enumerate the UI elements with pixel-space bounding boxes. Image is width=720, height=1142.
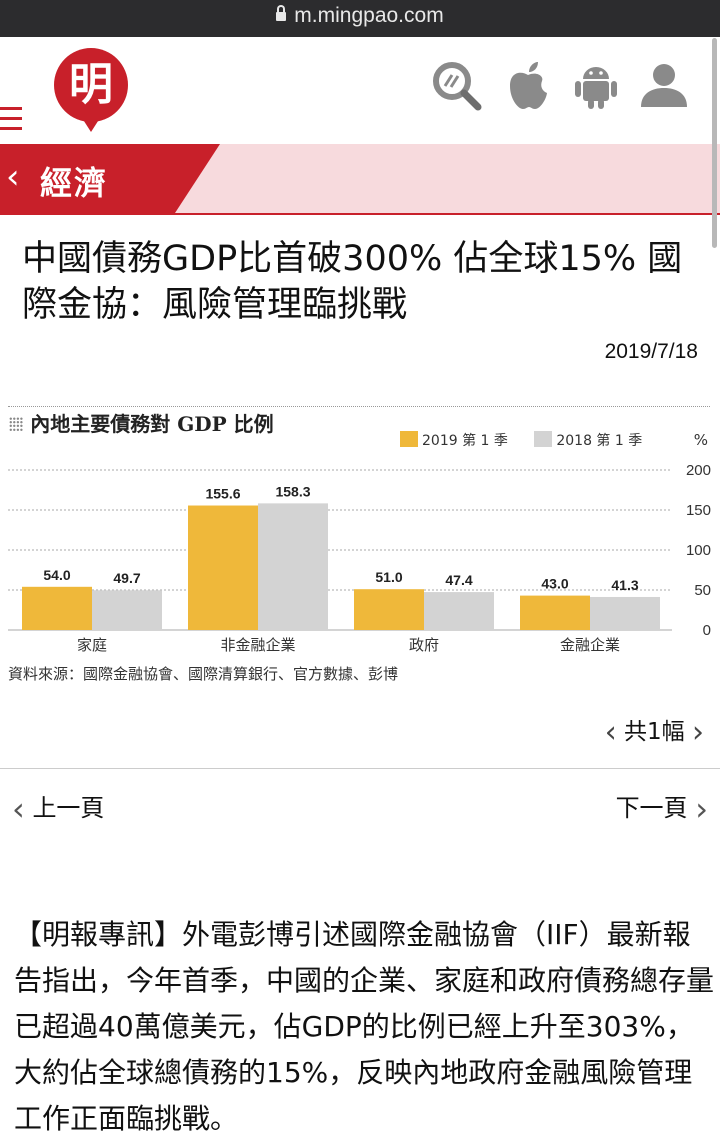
hamburger-menu-icon[interactable] bbox=[0, 107, 22, 137]
x-tick-label: 家庭 bbox=[77, 636, 107, 654]
chevron-right-icon: › bbox=[695, 790, 708, 828]
bar bbox=[188, 505, 258, 630]
chart-plot: 200 150 100 50 0 54.0 49.7 家庭 155.6 158.3 非金融企業 51.… bbox=[8, 462, 711, 654]
x-tick-label: 金融企業 bbox=[560, 636, 620, 654]
bar bbox=[258, 503, 328, 630]
chart[interactable]: ⁞⁞⁞⁞ 內地主要債務對 GDP 比例 2019 第 1 季 2018 第 1 季… bbox=[0, 398, 720, 698]
bar bbox=[92, 590, 162, 630]
chart-title: 內地主要債務對 GDP 比例 bbox=[30, 412, 274, 436]
apple-icon[interactable] bbox=[502, 59, 554, 111]
data-label: 49.7 bbox=[113, 570, 140, 586]
gallery-next-icon[interactable]: › bbox=[692, 715, 704, 750]
mingpao-logo[interactable]: 明 bbox=[54, 48, 128, 132]
bar bbox=[520, 595, 590, 630]
gallery-prev-icon[interactable]: ‹ bbox=[604, 715, 617, 750]
data-label: 41.3 bbox=[611, 577, 638, 593]
chart-title-wrap: ⁞⁞⁞⁞ 內地主要債務對 GDP 比例 bbox=[8, 408, 274, 437]
y-tick-label: 50 bbox=[694, 582, 711, 599]
x-tick-label: 政府 bbox=[409, 636, 439, 654]
browser-url-bar[interactable]: m.mingpao.com bbox=[0, 0, 720, 37]
chart-legend: 2019 第 1 季 2018 第 1 季 bbox=[400, 430, 664, 450]
bar bbox=[22, 586, 92, 630]
chart-title-dots: ⁞⁞⁞⁞ bbox=[8, 412, 24, 436]
y-tick-label: 150 bbox=[686, 502, 711, 519]
chevron-left-icon: ‹ bbox=[12, 790, 25, 828]
y-tick-label: 0 bbox=[703, 622, 711, 639]
divider bbox=[0, 768, 720, 769]
chart-unit: % bbox=[693, 431, 708, 449]
page-scrollbar[interactable] bbox=[712, 38, 717, 248]
bar bbox=[354, 589, 424, 630]
chart-title-rule bbox=[8, 406, 710, 407]
y-tick-label: 200 bbox=[686, 462, 711, 479]
legend-swatch-2019 bbox=[400, 431, 418, 447]
prev-page-label: 上一頁 bbox=[32, 794, 105, 822]
chart-source: 資料來源：國際金融協會、國際清算銀行、官方數據、彭博 bbox=[8, 665, 399, 683]
legend-swatch-2018 bbox=[534, 431, 553, 447]
section-tab[interactable] bbox=[0, 144, 220, 213]
android-icon[interactable] bbox=[570, 59, 622, 111]
article-headline: 中國債務GDP比首破300% 佔全球15% 國際金協：風險管理臨挑戰 bbox=[22, 239, 683, 325]
prev-page-link[interactable]: ‹ 上一頁 bbox=[12, 788, 104, 828]
site-header: 明 bbox=[0, 37, 720, 144]
data-label: 54.0 bbox=[43, 567, 70, 583]
x-tick-label: 非金融企業 bbox=[220, 636, 295, 654]
user-icon[interactable] bbox=[638, 59, 690, 111]
legend-item-2018: 2018 第 1 季 bbox=[534, 431, 642, 449]
data-label: 43.0 bbox=[541, 576, 568, 592]
bar bbox=[590, 596, 660, 630]
data-label: 51.0 bbox=[375, 569, 402, 585]
data-label: 158.3 bbox=[275, 483, 310, 499]
gallery-pager[interactable]: ‹ 共1幅 › bbox=[605, 712, 704, 750]
next-page-link[interactable]: 下一頁 › bbox=[616, 788, 708, 828]
data-label: 47.4 bbox=[445, 572, 472, 588]
gallery-count: 共1幅 bbox=[624, 719, 685, 745]
data-label: 155.6 bbox=[205, 486, 240, 502]
article-body: 【明報專訊】外電彭博引述國際金融協會（IIF）最新報告指出，今年首季，中國的企業… bbox=[14, 918, 715, 1135]
legend-item-2019: 2019 第 1 季 bbox=[400, 431, 508, 449]
next-page-label: 下一頁 bbox=[615, 794, 688, 822]
lock-icon bbox=[276, 5, 287, 21]
bar bbox=[424, 592, 494, 630]
search-icon[interactable] bbox=[430, 59, 482, 111]
section-bar: ‹ 經濟 bbox=[0, 144, 720, 215]
y-tick-label: 100 bbox=[686, 542, 711, 559]
url-text: m.mingpao.com bbox=[294, 4, 444, 27]
article-date: 2019/7/18 bbox=[604, 340, 698, 363]
section-label[interactable]: 經濟 bbox=[40, 164, 109, 202]
back-chevron-icon[interactable]: ‹ bbox=[6, 157, 20, 197]
